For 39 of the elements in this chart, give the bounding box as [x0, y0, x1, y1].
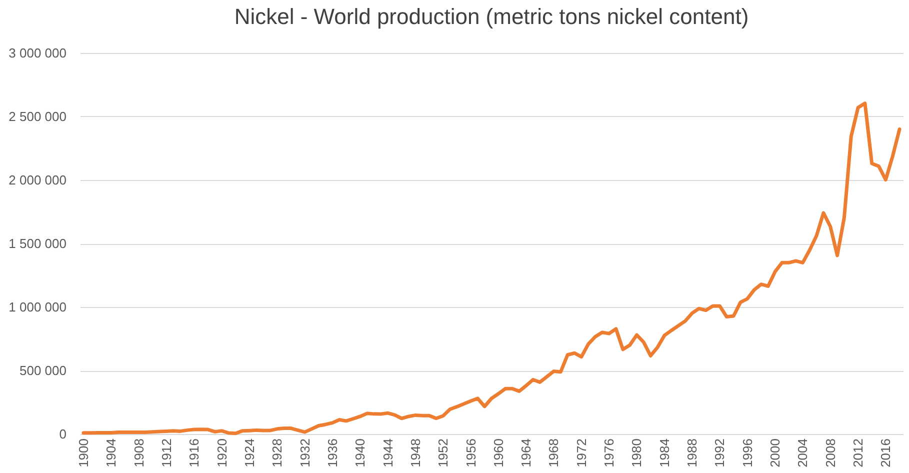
- y-tick-label: 2 500 000: [8, 109, 66, 124]
- x-tick-label: 1960: [490, 438, 506, 468]
- y-tick-label: 0: [59, 426, 66, 442]
- y-tick-label: 2 000 000: [8, 172, 66, 188]
- x-tick-label: 1972: [574, 438, 589, 468]
- x-tick-label: 1980: [629, 438, 644, 468]
- x-tick-label: 1976: [602, 438, 617, 468]
- x-tick-label: 2000: [768, 438, 783, 468]
- x-tick-label: 1932: [297, 438, 312, 468]
- x-tick-label: 1952: [436, 438, 451, 468]
- x-tick-label: 1916: [186, 438, 202, 468]
- x-tick-label: 1992: [712, 438, 728, 468]
- x-tick-label: 1964: [518, 438, 534, 468]
- x-tick-label: 1984: [656, 438, 672, 468]
- x-tick-label: 1936: [324, 438, 340, 468]
- y-tick-label: 3 000 000: [8, 46, 66, 60]
- x-tick-label: 2016: [878, 438, 894, 468]
- chart-title: Nickel - World production (metric tons nickel content): [234, 4, 749, 29]
- line-series: [82, 102, 902, 436]
- y-tick-label: 1 500 000: [8, 236, 66, 251]
- x-tick-label: 1996: [740, 438, 755, 468]
- x-tick-label: 1948: [408, 438, 423, 468]
- x-tick-label: 1904: [104, 438, 119, 468]
- x-tick-label: 2008: [822, 438, 838, 468]
- x-tick-label: 1968: [546, 438, 562, 468]
- x-tick-label: 1900: [76, 438, 91, 468]
- x-tick-label: 1940: [352, 438, 368, 468]
- x-tick-label: 2012: [850, 438, 866, 468]
- x-tick-label: 1908: [131, 438, 146, 468]
- x-tick-label: 2004: [795, 438, 810, 468]
- x-tick-label: 1944: [380, 438, 396, 468]
- y-tick-label: 1 000 000: [8, 300, 66, 314]
- x-tick-label: 1928: [270, 438, 285, 468]
- x-tick-label: 1912: [158, 438, 174, 468]
- x-tick-label: 1956: [463, 438, 478, 468]
- y-tick-label: 500 000: [20, 363, 66, 378]
- x-tick-label: 1920: [214, 438, 230, 468]
- x-tick-label: 1924: [242, 438, 257, 468]
- x-tick-label: 1988: [684, 438, 700, 468]
